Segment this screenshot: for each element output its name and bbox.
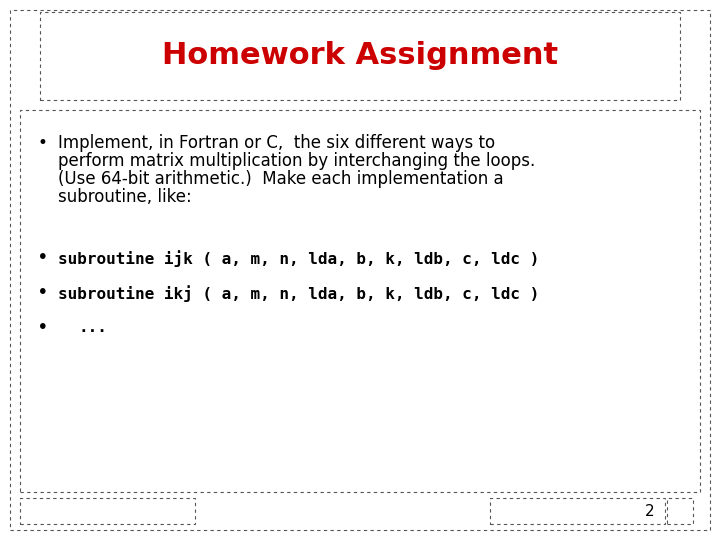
Text: •: • [38,285,48,300]
Bar [20,498,195,524]
Text: Homework Assignment: Homework Assignment [162,42,558,71]
Text: •: • [38,134,48,152]
Bar [40,12,680,100]
Bar [20,110,700,492]
Text: (Use 64-bit arithmetic.)  Make each implementation a: (Use 64-bit arithmetic.) Make each imple… [58,170,503,188]
Text: •: • [38,320,48,335]
Text: ...: ... [78,320,107,335]
Text: perform matrix multiplication by interchanging the loops.: perform matrix multiplication by interch… [58,152,535,170]
Text: •: • [38,250,48,265]
Text: subroutine, like:: subroutine, like: [58,188,192,206]
Text: 2: 2 [645,503,655,518]
Text: subroutine ikj ( a, m, n, lda, b, k, ldb, c, ldc ): subroutine ikj ( a, m, n, lda, b, k, ldb… [58,285,539,302]
Bar [667,498,693,524]
Text: Implement, in Fortran or C,  the six different ways to: Implement, in Fortran or C, the six diff… [58,134,495,152]
Text: subroutine ijk ( a, m, n, lda, b, k, ldb, c, ldc ): subroutine ijk ( a, m, n, lda, b, k, ldb… [58,250,539,267]
Bar [490,498,665,524]
